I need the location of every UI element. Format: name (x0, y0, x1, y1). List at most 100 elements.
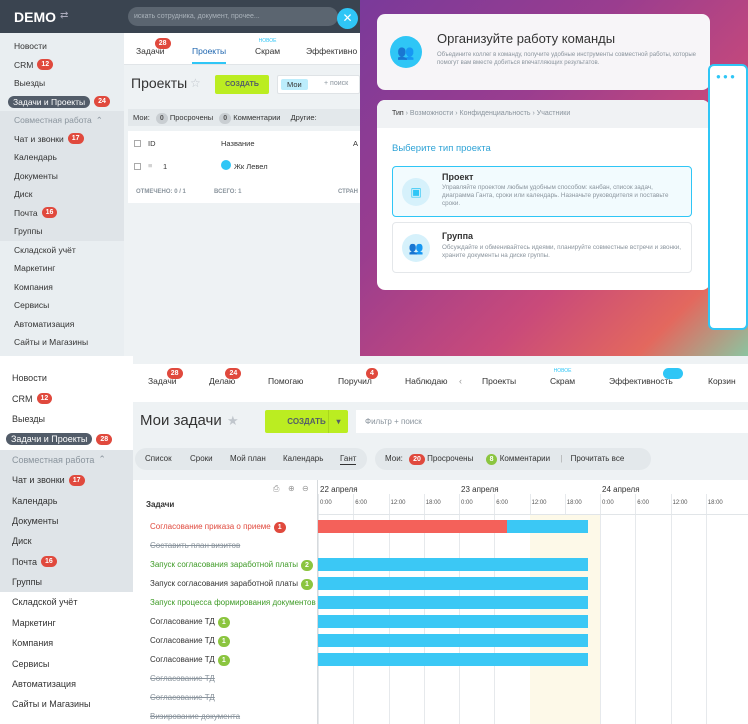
gantt-task-row[interactable]: Визирование документа (150, 712, 240, 721)
sidebar-item-2[interactable]: Выезды (0, 74, 124, 93)
tab-7[interactable]: Эффективность 25% (609, 368, 683, 386)
wizard-step[interactable]: Участники (536, 110, 571, 117)
gantt-task-row[interactable]: Согласование ТД 1 (150, 655, 230, 666)
sidebar-item-9[interactable]: Почта 16 (0, 551, 133, 572)
sidebar-item-7[interactable]: Документы (0, 166, 124, 185)
view-2[interactable]: Мой план (230, 454, 266, 463)
sidebar-item-5[interactable]: Чат и звонки 17 (0, 469, 133, 491)
sidebar-item-13[interactable]: Компания (0, 633, 133, 653)
overdue-link[interactable]: Просрочены (169, 113, 214, 122)
gantt-bar[interactable] (318, 653, 588, 666)
tab-5[interactable]: Проекты (482, 376, 516, 386)
read-all-link[interactable]: Прочитать все (570, 454, 625, 463)
filter-input[interactable]: Мои + поиск (277, 75, 360, 94)
tab-6[interactable]: Скрам НОВОЕ (550, 368, 575, 386)
sidebar-item-10[interactable]: Группы (0, 571, 133, 593)
zoom-out-icon[interactable]: ⊖ (302, 484, 309, 493)
create-task-button[interactable]: СОЗДАТЬ ▾ (265, 410, 348, 433)
sidebar-item-6[interactable]: Календарь (0, 490, 133, 511)
gantt-task-row[interactable]: Запуск согласования заработной платы 1 (150, 579, 313, 590)
gantt-bar[interactable] (318, 615, 588, 628)
filter-chip[interactable]: Мои (281, 79, 308, 90)
sidebar-item-14[interactable]: Сервисы (0, 296, 124, 315)
tab-4[interactable]: Наблюдаю (405, 376, 448, 386)
sidebar-item-12[interactable]: Маркетинг (0, 259, 124, 278)
row-name[interactable]: Жк Левел (234, 162, 268, 171)
sidebar-item-15[interactable]: Автоматизация (0, 674, 133, 694)
sidebar-item-9[interactable]: Почта 16 (0, 203, 124, 222)
gantt-bar[interactable] (318, 520, 588, 533)
sidebar-item-10[interactable]: Группы (0, 222, 124, 241)
sidebar-item-1[interactable]: CRM 12 (0, 56, 124, 75)
gantt-task-row[interactable]: Запуск процесса формирования документов (150, 598, 316, 607)
favorite-star-icon[interactable]: ★ (227, 413, 239, 428)
gantt-task-row[interactable]: Согласование ТД (150, 693, 215, 702)
logo[interactable]: DEMO (14, 9, 56, 25)
sidebar-item-7[interactable]: Документы (0, 510, 133, 532)
sidebar-item-4[interactable]: Совместная работа ⌃ (0, 449, 133, 470)
view-0[interactable]: Список (145, 454, 172, 463)
wizard-step[interactable]: Конфиденциальность (459, 110, 531, 117)
gantt-task-row[interactable]: Запуск согласования заработной платы 2 (150, 560, 313, 571)
tab-1[interactable]: Проекты (192, 46, 227, 64)
sidebar-item-13[interactable]: Компания (0, 278, 124, 297)
view-1[interactable]: Сроки (190, 454, 213, 463)
task-filter-input[interactable]: Фильтр + поиск (356, 410, 748, 433)
gantt-task-row[interactable]: Согласование ТД (150, 674, 215, 683)
sidebar-item-0[interactable]: Новости (0, 368, 133, 388)
overdue-link[interactable]: Просрочены (427, 454, 474, 463)
gantt-bar[interactable] (318, 577, 588, 590)
sidebar-item-5[interactable]: Чат и звонки 17 (0, 129, 124, 148)
comments-link[interactable]: Комментарии (499, 454, 551, 463)
sidebar-item-8[interactable]: Диск (0, 531, 133, 552)
sidebar-item-11[interactable]: Складской учёт (0, 592, 133, 612)
sidebar-item-0[interactable]: Новости (0, 37, 124, 56)
sidebar-item-16[interactable]: Сайты и Магазины (0, 333, 124, 352)
row-checkbox[interactable] (134, 163, 141, 170)
zoom-in-icon[interactable]: ⊕ (288, 484, 295, 493)
tab-0[interactable]: Задачи 28 (148, 368, 183, 386)
print-icon[interactable]: ⎙ (273, 484, 280, 493)
sidebar-item-15[interactable]: Автоматизация (0, 315, 124, 334)
sidebar-item-14[interactable]: Сервисы (0, 653, 133, 673)
sidebar-item-2[interactable]: Выезды (0, 409, 133, 429)
wizard-step[interactable]: Тип (392, 110, 404, 117)
row-menu-icon[interactable]: ≡ (148, 161, 153, 170)
create-dropdown-icon[interactable]: ▾ (328, 410, 348, 433)
tabs-scroll-left-icon[interactable]: ‹ (459, 376, 462, 386)
option-project[interactable]: ▣ Проект Управляйте проектом любым удобн… (392, 166, 692, 217)
gantt-bar[interactable] (318, 558, 588, 571)
sidebar-item-8[interactable]: Диск (0, 185, 124, 204)
tab-3[interactable]: Поручил 4 (338, 368, 378, 386)
gantt-task-row[interactable]: Согласование приказа о приеме 1 (150, 522, 286, 533)
favorite-star-icon[interactable]: ☆ (190, 76, 201, 90)
gantt-task-row[interactable]: Согласование ТД 1 (150, 636, 230, 647)
gantt-bar[interactable] (318, 596, 588, 609)
sidebar-item-12[interactable]: Маркетинг (0, 613, 133, 633)
tab-3[interactable]: Эффективно (306, 46, 357, 56)
wizard-step[interactable]: Возможности (409, 110, 454, 117)
tab-1[interactable]: Делаю 24 (209, 368, 242, 386)
tab-8[interactable]: Корзин (708, 376, 736, 386)
sync-icon[interactable]: ⇄ (60, 10, 69, 21)
tab-2[interactable]: Скрам НОВОЕ (255, 38, 280, 56)
header-search-input[interactable]: искать сотрудника, документ, прочее... (128, 7, 338, 26)
gantt-bar[interactable] (318, 634, 588, 647)
view-4[interactable]: Гант (340, 454, 357, 465)
sidebar-item-1[interactable]: CRM 12 (0, 388, 133, 408)
sidebar-item-6[interactable]: Календарь (0, 148, 124, 167)
sidebar-item-4[interactable]: Совместная работа ⌃ (0, 111, 124, 130)
sidebar-item-16[interactable]: Сайты и Магазины (0, 694, 133, 714)
sidebar-item-3[interactable]: Задачи и Проекты 28 (0, 429, 133, 449)
close-slider-button[interactable]: ✕ (337, 8, 358, 29)
option-group[interactable]: 👥 Группа Обсуждайте и обменивайтесь идея… (392, 222, 692, 273)
create-button[interactable]: СОЗДАТЬ (215, 75, 269, 94)
gantt-task-row[interactable]: Составить план визитов (150, 541, 240, 550)
comments-link[interactable]: Комментарии (233, 113, 281, 122)
select-all-checkbox[interactable] (134, 140, 141, 147)
tab-2[interactable]: Помогаю (268, 376, 303, 386)
view-3[interactable]: Календарь (283, 454, 324, 463)
tab-0[interactable]: Задачи 28 (136, 38, 171, 56)
sidebar-item-3[interactable]: Задачи и Проекты 24 (0, 93, 124, 112)
sidebar-item-11[interactable]: Складской учёт (0, 241, 124, 260)
